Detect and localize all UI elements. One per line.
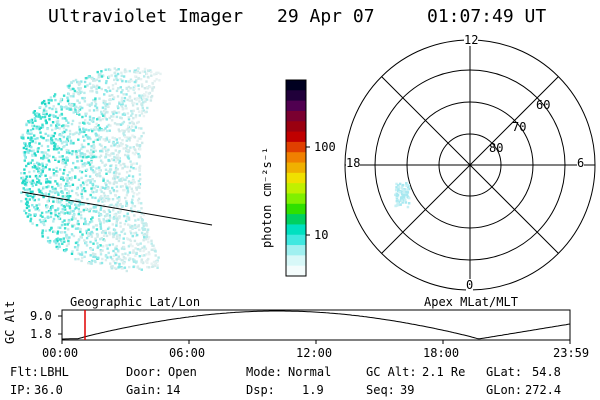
color-bar-segment	[286, 234, 306, 246]
lat-label-70: 70	[512, 120, 527, 134]
color-bar-segment	[286, 141, 306, 153]
color-bar-segment	[286, 152, 306, 164]
color-bar-segment	[286, 214, 306, 225]
timeline-ylabel: GC Alt	[3, 300, 17, 344]
info-dsp-value: 1.9	[302, 383, 324, 397]
info-mode-key: Mode:	[246, 365, 283, 379]
info-seq-value: 39	[400, 383, 415, 397]
info-door-value: Open	[168, 365, 197, 379]
color-bar-label-10: 10	[314, 228, 329, 242]
color-bar-segment	[286, 172, 306, 184]
timeline-ytick-1-8: 1.8	[30, 327, 52, 341]
color-bar-segment	[286, 265, 306, 277]
lat-label-80: 80	[489, 141, 504, 155]
color-bar-segment	[286, 245, 306, 256]
terminator-line	[21, 191, 213, 226]
info-gain-key: Gain:	[126, 383, 163, 397]
info-dsp-key: Dsp:	[246, 383, 275, 397]
color-bar	[286, 80, 306, 277]
info-flt-key: Flt:	[10, 365, 39, 379]
mlt-label-18: 18	[346, 156, 361, 170]
color-bar-segment	[286, 100, 306, 112]
apex-label: Apex MLat/MLT	[424, 295, 518, 309]
timeline-ytick-9: 9.0	[30, 309, 52, 323]
xtick-2359: 23:59	[553, 346, 590, 360]
info-glon-value: 272.4	[525, 383, 562, 397]
color-bar-segment	[286, 90, 306, 102]
color-bar-units: photon cm⁻²s⁻¹	[260, 146, 274, 248]
color-bar-label-100: 100	[314, 140, 336, 154]
info-glon-key: GLon:	[486, 383, 523, 397]
polar-diagonal-2	[381, 76, 559, 254]
color-bar-segment	[286, 255, 306, 267]
color-bar-segment	[286, 193, 306, 205]
info-gain-value: 14	[166, 383, 181, 397]
info-ip-value: 36.0	[34, 383, 63, 397]
geographic-label: Geographic Lat/Lon	[70, 295, 201, 309]
info-glat-key: GLat:	[486, 365, 523, 379]
info-glat-value: 54.8	[532, 365, 561, 379]
polar-plot	[344, 39, 596, 291]
info-ip-key: IP:	[10, 383, 32, 397]
mlt-label-12: 12	[464, 33, 479, 47]
info-gcalt-key: GC Alt:	[366, 365, 417, 379]
color-bar-segment	[286, 203, 306, 215]
orbit-altitude-curve	[62, 310, 571, 340]
mlt-label-6: 6	[577, 156, 585, 170]
instrument-title: Ultraviolet Imager	[48, 6, 244, 27]
color-bar-segment	[286, 80, 306, 91]
date-label: 29 Apr 07	[277, 6, 375, 27]
xtick-0000: 00:00	[42, 346, 79, 360]
info-mode-value: Normal	[288, 365, 332, 379]
lat-label-60: 60	[536, 98, 551, 112]
color-bar-segment	[286, 121, 306, 133]
color-bar-segment	[286, 131, 306, 143]
xtick-1800: 18:00	[423, 346, 460, 360]
color-bar-segment	[286, 162, 306, 174]
info-door-key: Door:	[126, 365, 163, 379]
time-label: 01:07:49 UT	[427, 6, 547, 27]
xtick-0600: 06:00	[169, 346, 206, 360]
color-bar-frame	[285, 79, 307, 277]
xtick-1200: 12:00	[296, 346, 333, 360]
info-gcalt-value: 2.1 Re	[422, 365, 466, 379]
auroral-blob	[394, 182, 411, 209]
timeline-ticks	[58, 315, 571, 344]
info-flt-value: LBHL	[40, 365, 69, 379]
earth-image	[20, 67, 162, 273]
color-bar-segment	[286, 224, 306, 236]
color-bar-segment	[286, 110, 306, 122]
color-bar-segment	[286, 183, 306, 194]
mlt-label-0: 0	[466, 278, 474, 292]
info-seq-key: Seq:	[366, 383, 395, 397]
